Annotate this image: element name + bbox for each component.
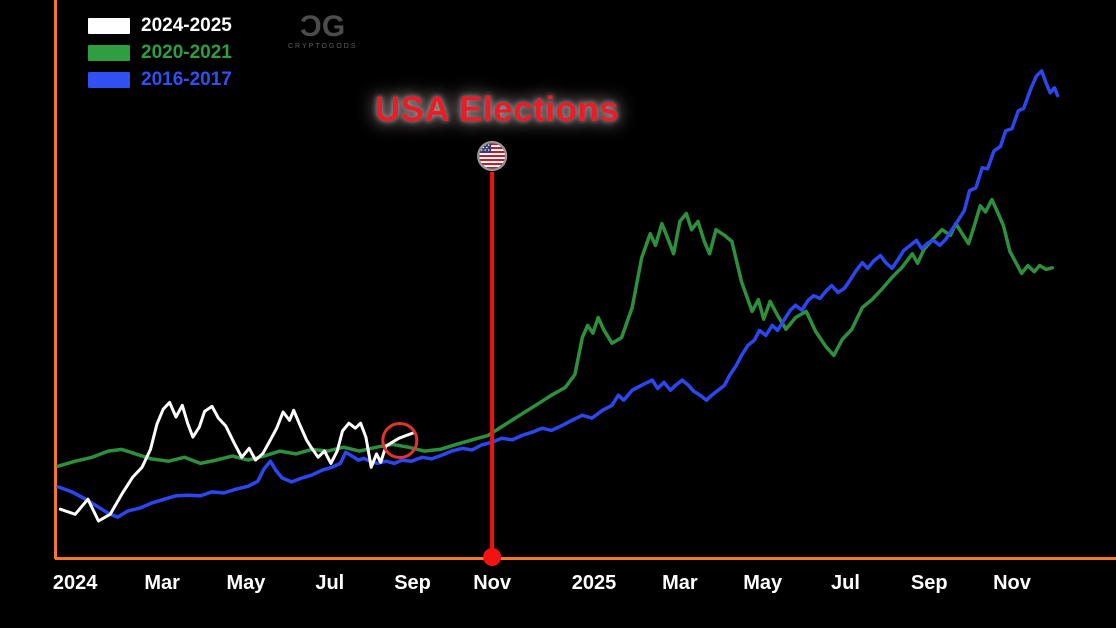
x-tick-nov: Nov <box>993 572 1031 594</box>
legend-swatch-2020-2021 <box>88 44 130 61</box>
series-layer <box>56 69 1060 523</box>
flag-border <box>477 141 507 171</box>
highlight-circle <box>381 421 419 459</box>
legend-swatch-2024-2025 <box>88 17 130 34</box>
logo-subtext: CRYPTOGODS <box>288 43 358 50</box>
legend-label-2024-2025: 2024-2025 <box>141 15 232 36</box>
logo-letter-c: C <box>306 10 322 43</box>
x-tick-nov: Nov <box>473 572 512 594</box>
x-tick-sep: Sep <box>394 572 431 594</box>
watermark-logo: CG CRYPTOGODS <box>288 10 358 50</box>
series-line-2016-2017 <box>56 69 1060 519</box>
x-tick-sep: Sep <box>910 572 948 594</box>
logo-monogram: CG <box>288 10 358 43</box>
election-marker-layer <box>483 172 502 566</box>
legend: 2024-2025 2020-2021 2016-2017 <box>88 16 232 89</box>
x-tick-may: May <box>743 572 783 594</box>
series-line-2024-2025 <box>58 401 415 523</box>
legend-item-2024-2025: 2024-2025 <box>88 16 232 35</box>
election-dot <box>483 548 502 566</box>
series-line-2020-2021 <box>56 197 1055 468</box>
x-tick-jul: Jul <box>315 572 345 594</box>
legend-swatch-2016-2017 <box>88 71 130 88</box>
x-axis-labels: 2024 Mar May Jul Sep Nov 2025 Mar May Jul Sep Nov <box>0 572 1116 608</box>
highlight-circle-layer <box>381 421 419 459</box>
usa-flag-icon <box>477 141 508 171</box>
x-tick-mar: Mar <box>144 572 180 594</box>
x-tick-2024: 2024 <box>52 572 98 594</box>
flag-face <box>479 143 506 169</box>
logo-letter-g: G <box>321 10 345 43</box>
x-tick-jul: Jul <box>830 572 860 594</box>
legend-item-2020-2021: 2020-2021 <box>88 43 232 62</box>
legend-item-2016-2017: 2016-2017 <box>88 70 232 89</box>
legend-label-2020-2021: 2020-2021 <box>141 42 232 63</box>
x-tick-mar: Mar <box>662 572 698 594</box>
legend-label-2016-2017: 2016-2017 <box>141 69 232 90</box>
election-title: USA Elections <box>374 90 620 129</box>
x-tick-2025: 2025 <box>571 572 617 594</box>
x-tick-may: May <box>226 572 266 594</box>
